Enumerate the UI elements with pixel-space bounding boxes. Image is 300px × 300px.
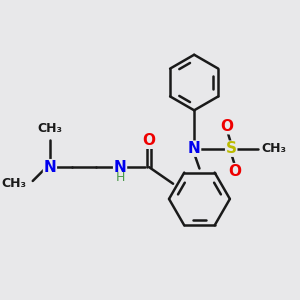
Text: S: S bbox=[226, 141, 237, 156]
Text: O: O bbox=[143, 133, 156, 148]
Text: O: O bbox=[229, 164, 242, 179]
Text: CH₃: CH₃ bbox=[38, 122, 62, 135]
Text: N: N bbox=[114, 160, 126, 175]
Text: CH₃: CH₃ bbox=[1, 177, 26, 190]
Text: N: N bbox=[188, 141, 200, 156]
Text: H: H bbox=[116, 171, 125, 184]
Text: CH₃: CH₃ bbox=[262, 142, 286, 155]
Text: O: O bbox=[221, 119, 234, 134]
Text: N: N bbox=[44, 160, 56, 175]
